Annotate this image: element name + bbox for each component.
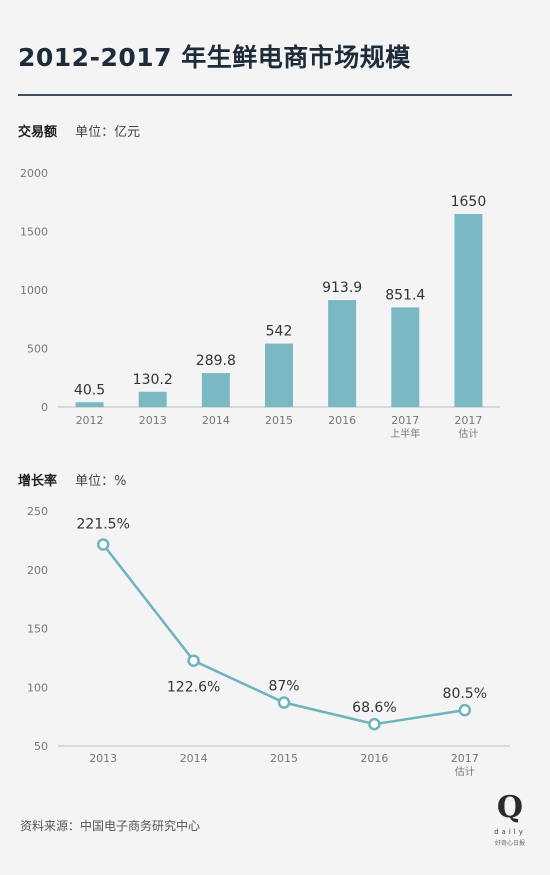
line-point bbox=[277, 696, 291, 709]
line-point bbox=[96, 538, 110, 551]
bar-y-tick-label: 1000 bbox=[20, 284, 48, 297]
line-value-label: 80.5% bbox=[443, 686, 487, 702]
bar-value-label: 542 bbox=[266, 324, 293, 340]
line-x-tick-label: 2014 bbox=[180, 752, 208, 765]
line-point bbox=[458, 703, 472, 717]
bar-value-label: 851.4 bbox=[385, 287, 425, 303]
bar bbox=[138, 391, 167, 407]
line-x-tick-label: 2016 bbox=[360, 752, 388, 765]
bar bbox=[454, 213, 483, 407]
bar-value-label: 1650 bbox=[451, 194, 487, 210]
bar-x-tick-label: 2016 bbox=[328, 414, 356, 427]
line-value-label: 221.5% bbox=[77, 516, 130, 532]
line-x-tick-label: 2013 bbox=[89, 752, 117, 765]
bar-value-label: 40.5 bbox=[74, 382, 105, 398]
line-y-tick-label: 50 bbox=[34, 740, 48, 753]
line-point bbox=[368, 717, 381, 731]
bar-chart: 0 500 1000 1500 2000 40.5 2012 130.2 2013 289.8 20… bbox=[20, 167, 500, 440]
bar-value-label: 130.2 bbox=[133, 372, 173, 388]
bar-x-tick-label: 估计 bbox=[458, 427, 478, 440]
line-chart-header: 增长率 单位：% bbox=[18, 470, 127, 489]
bar-value-label: 913.9 bbox=[322, 280, 362, 296]
line-y-tick-label: 150 bbox=[27, 623, 48, 636]
daily-logo: Q daily 好奇心日报 bbox=[488, 790, 532, 848]
bar bbox=[75, 402, 104, 407]
line-y-tick-label: 250 bbox=[27, 505, 48, 518]
bar bbox=[201, 373, 230, 407]
line-y-tick-label: 200 bbox=[27, 564, 48, 577]
bar-x-tick-label: 2013 bbox=[139, 414, 167, 427]
bar-chart-header: 交易额 单位：亿元 bbox=[18, 121, 140, 140]
line-chart: 50 100 150 200 250 221.5% 2013 122.6% 2014 87% 201… bbox=[27, 505, 510, 778]
line-chart-unit: 单位：% bbox=[75, 474, 127, 489]
logo-mark: Q bbox=[496, 790, 524, 825]
bar bbox=[265, 343, 293, 407]
line-x-tick-label: 2015 bbox=[270, 752, 298, 765]
line-chart-label: 增长率 bbox=[18, 474, 58, 489]
bar-y-tick-label: 500 bbox=[27, 343, 48, 356]
bar-chart-label: 交易额 bbox=[18, 125, 58, 140]
line-y-tick-label: 100 bbox=[27, 681, 48, 694]
bar bbox=[328, 300, 357, 407]
page-title: 2012-2017 年生鲜电商市场规模 bbox=[18, 43, 411, 72]
line-x-tick-label: 估计 bbox=[455, 765, 475, 778]
bar-chart-unit: 单位：亿元 bbox=[75, 125, 141, 140]
bar-x-tick-label: 上半年 bbox=[390, 427, 420, 440]
bar-value-label: 289.8 bbox=[196, 353, 236, 369]
logo-subtitle: 好奇心日报 bbox=[494, 840, 525, 847]
line-value-label: 87% bbox=[268, 679, 299, 695]
bar-y-tick-label: 1500 bbox=[20, 226, 48, 239]
bar-y-tick-label: 0 bbox=[41, 401, 48, 414]
bar-x-tick-label: 2014 bbox=[202, 414, 230, 427]
title-divider bbox=[18, 94, 512, 96]
line-value-label: 68.6% bbox=[352, 700, 396, 716]
bar-x-tick-label: 2012 bbox=[76, 414, 104, 427]
bar-x-tick-label: 2017 bbox=[454, 414, 482, 427]
line-value-label: 122.6% bbox=[167, 680, 220, 696]
bar bbox=[391, 307, 420, 407]
line-point bbox=[187, 654, 200, 667]
bar-y-tick-label: 2000 bbox=[20, 167, 48, 180]
bar-x-tick-label: 2015 bbox=[265, 414, 293, 427]
logo-word: daily bbox=[494, 828, 526, 836]
source-note: 资料来源：中国电子商务研究中心 bbox=[20, 819, 201, 833]
line-x-tick-label: 2017 bbox=[451, 752, 479, 765]
bar-x-tick-label: 2017 bbox=[391, 414, 419, 427]
